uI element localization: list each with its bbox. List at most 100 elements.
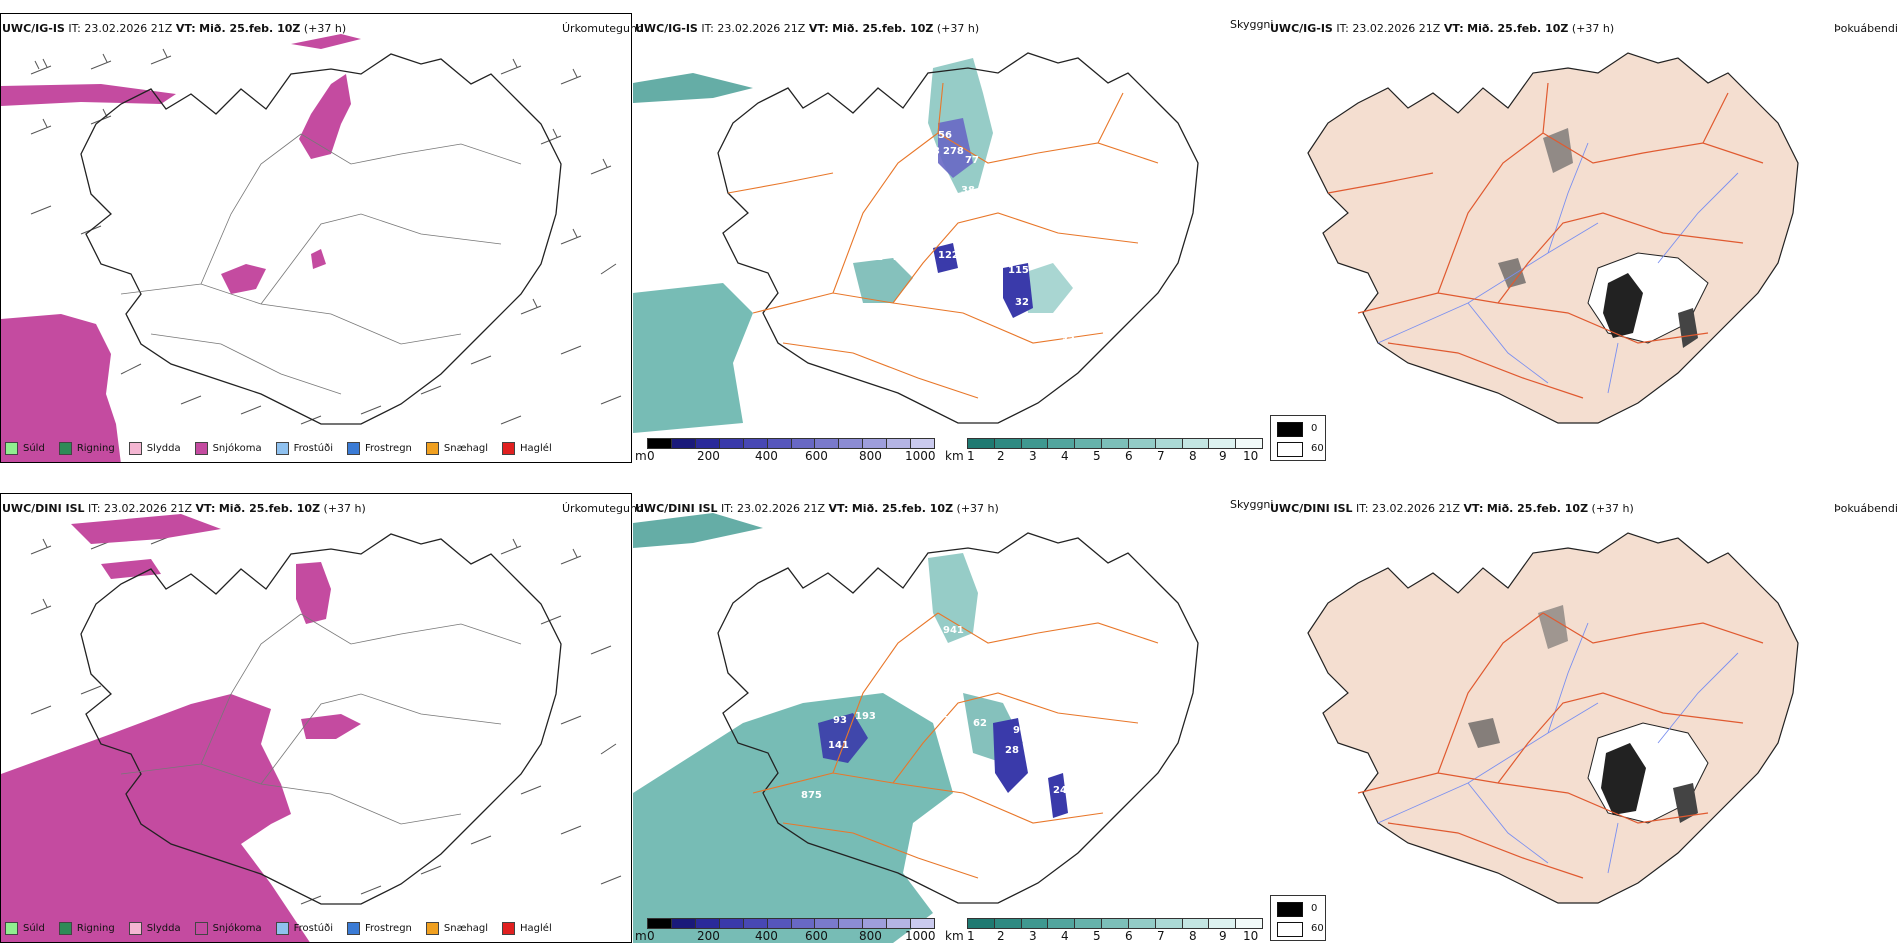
vis-label: 28	[1005, 745, 1019, 756]
colorbar-m-tick: 200	[697, 449, 720, 463]
colorbar-km-tick: 3	[1029, 449, 1037, 463]
legend-item-drizzle: Súld	[5, 442, 45, 455]
colorbar-m-bar	[647, 438, 935, 449]
colorbar-segment	[887, 439, 912, 448]
legend-swatch	[502, 922, 516, 935]
title-precip-top: Úrkomutegund	[562, 22, 644, 35]
colorbar-m-tick: 600	[805, 929, 828, 943]
legend-item-sleet: Slydda	[128, 922, 181, 935]
colorbar-km-unit: km	[945, 929, 964, 943]
colorbar-segment	[839, 919, 864, 928]
sea-fog-n	[928, 553, 978, 643]
colorbar-m-bottom: m 0 200 400 600 800 1000	[635, 918, 936, 943]
colorbar-segment	[695, 439, 720, 448]
roads	[120, 613, 522, 825]
colorbar-km-bar	[967, 438, 1263, 449]
title-visibility-top: Skyggni	[1230, 18, 1274, 31]
colorbar-km-tick: 8	[1189, 449, 1197, 463]
iceland-outline	[80, 53, 562, 425]
colorbar-km-tick: 2	[997, 449, 1005, 463]
colorbar-segment	[1236, 919, 1262, 928]
colorbar-segment	[1102, 919, 1129, 928]
colorbar-segment	[743, 439, 768, 448]
colorbar-m-tick: 800	[859, 929, 882, 943]
fog-se	[1023, 263, 1073, 313]
legend-item-rain: Rigning	[58, 442, 115, 455]
colorbar-segment	[1075, 439, 1103, 448]
vis-labels-top: 56 278 3 77 38 11 26 122 115 32 33	[869, 130, 1075, 346]
fog-dark-e	[1673, 783, 1698, 823]
fog-panel-top: 0 60	[1268, 13, 1900, 463]
lowvis-c	[933, 243, 958, 273]
fog-legend-top: 0 60	[1270, 415, 1326, 461]
header-visibility-top: UWC/IG-IS IT: 23.02.2026 21Z VT: Mið. 25…	[635, 22, 980, 35]
legend-swatch	[347, 442, 360, 455]
legend-item-freezing-drizzle: Frostúði	[275, 442, 333, 455]
legend-swatch	[5, 442, 18, 455]
vis-label: 122	[938, 250, 959, 261]
legend-item-snow-pellets: Snæhagl	[425, 922, 488, 935]
colorbar-segment	[1182, 439, 1210, 448]
vis-label: 941	[943, 625, 964, 636]
vis-label: 72	[953, 660, 967, 671]
colorbar-m-bar	[647, 918, 935, 929]
colorbar-segment	[671, 439, 696, 448]
fog-map-top	[1307, 52, 1799, 424]
colorbar-km-tick: 4	[1061, 929, 1069, 943]
lowvis-se	[1048, 773, 1068, 818]
snow-band-nw	[1, 84, 176, 106]
rivers	[1377, 622, 1739, 874]
vis-label: 77	[965, 155, 979, 166]
iceland-outline	[80, 533, 562, 905]
legend-item-snow: Snjókoma	[194, 442, 262, 455]
legend-item-drizzle: Súld	[5, 922, 45, 935]
colorbar-m-tick: 200	[697, 929, 720, 943]
colorbar-segment	[767, 919, 792, 928]
colorbar-segment	[1182, 919, 1210, 928]
fog-legend-bottom: 0 60	[1270, 895, 1326, 941]
fog-dark-n	[1543, 128, 1573, 173]
roads-orange	[752, 612, 1159, 879]
colorbar-segment	[791, 919, 816, 928]
colorbar-segment	[911, 919, 935, 928]
fog-dark-n	[1538, 605, 1568, 649]
colorbar-km-tick: 5	[1093, 929, 1101, 943]
vis-label: 141	[828, 740, 849, 751]
colorbar-segment	[648, 439, 672, 448]
colorbar-segment	[839, 439, 864, 448]
legend-item-snow: Snjókoma	[194, 922, 262, 935]
vis-label: 115	[1008, 265, 1029, 276]
wind-barbs	[30, 48, 622, 425]
colorbar-segment	[994, 919, 1022, 928]
colorbar-km-tick: 4	[1061, 449, 1069, 463]
snow-blob-e	[311, 249, 326, 269]
colorbar-segment	[1155, 919, 1183, 928]
legend-swatch	[347, 922, 360, 935]
vis-label: 26	[893, 252, 907, 263]
colorbar-m-tick: 600	[805, 449, 828, 463]
legend-swatch	[128, 922, 142, 935]
snow-area-n	[299, 74, 351, 159]
legend-item-rain: Rigning	[58, 922, 115, 935]
visibility-panel-bottom: 941 72 93 193 34 62 96 28 141 875 24 148…	[633, 493, 1269, 943]
legend-item-hail: Haglél	[502, 442, 552, 455]
roads-orange	[727, 82, 1159, 399]
vis-label: 34	[943, 715, 957, 726]
colorbar-segment	[863, 919, 888, 928]
legend-item-freezing-rain: Frostregn	[347, 922, 412, 935]
snow-band-nw	[71, 514, 221, 544]
colorbar-km-tick: 10	[1243, 929, 1259, 943]
colorbar-km-tick: 6	[1125, 929, 1133, 943]
colorbar-segment	[1048, 919, 1076, 928]
colorbar-km-tick: 7	[1157, 449, 1165, 463]
colorbar-segment	[719, 439, 744, 448]
colorbar-segment	[911, 439, 935, 448]
visibility-map-bottom: 941 72 93 193 34 62 96 28 141 875 24 148…	[633, 513, 1199, 943]
fog-legend-swatch	[1277, 422, 1303, 437]
vis-label: 32	[1015, 297, 1029, 308]
fog-dark-c	[1603, 273, 1643, 338]
colorbar-km-tick: 1	[967, 929, 975, 943]
fog-dark-w	[1468, 718, 1500, 748]
legend-swatch	[194, 922, 208, 935]
colorbar-segment	[648, 919, 672, 928]
